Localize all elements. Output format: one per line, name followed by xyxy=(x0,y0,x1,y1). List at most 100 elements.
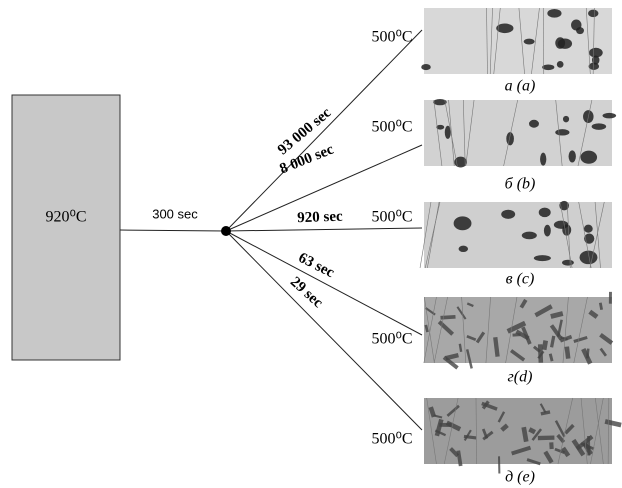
micrograph-caption: д (e) xyxy=(505,469,535,486)
bainite-lath xyxy=(554,420,566,438)
grain-boundary xyxy=(585,7,591,75)
micrograph xyxy=(419,200,612,269)
grain-boundary xyxy=(607,397,610,465)
grain-boundary xyxy=(578,201,592,269)
ferrite-grain xyxy=(602,112,617,119)
grain-boundary xyxy=(573,296,588,364)
austenitizing-temperature: 920⁰C xyxy=(45,209,86,226)
grain-boundary xyxy=(589,201,605,269)
hold-line xyxy=(119,229,227,232)
bainite-lath xyxy=(532,345,541,353)
ferrite-grain xyxy=(584,233,595,244)
bainite-lath xyxy=(554,447,565,454)
bainite-lath xyxy=(519,298,528,309)
ferrite-grain xyxy=(591,55,600,65)
bainite-lath xyxy=(608,291,612,304)
ferrite-grain xyxy=(580,150,598,164)
transformation-temperature: 500⁰C xyxy=(371,331,412,348)
ferrite-grain xyxy=(521,231,537,240)
ferrite-grain xyxy=(568,150,576,163)
bainite-lath xyxy=(465,349,473,369)
grain-boundary xyxy=(557,397,573,465)
bainite-lath xyxy=(463,434,477,440)
ferrite-grain xyxy=(496,23,514,34)
bainite-lath xyxy=(549,442,554,450)
bainite-lath xyxy=(599,332,614,345)
micrograph xyxy=(421,7,612,75)
ferrite-grain xyxy=(555,129,570,136)
bainite-lath xyxy=(543,450,554,464)
bainite-lath xyxy=(528,427,537,435)
grain-boundary xyxy=(486,7,488,75)
ferrite-grain xyxy=(588,9,599,18)
ferrite-grain xyxy=(540,152,547,166)
ferrite-grain xyxy=(562,259,574,266)
bainite-lath xyxy=(539,403,547,414)
cooling-line xyxy=(225,230,423,431)
bainite-lath xyxy=(550,311,564,319)
bainite-lath xyxy=(500,423,509,432)
bainite-lath xyxy=(466,335,477,342)
grain-boundary xyxy=(555,99,563,167)
micrograph-caption: а (a) xyxy=(505,78,536,95)
cooling-line xyxy=(225,227,423,232)
grain-boundary xyxy=(426,397,437,465)
bainite-lath xyxy=(573,335,588,343)
branch-point xyxy=(221,226,231,236)
micrograph xyxy=(424,98,617,168)
ferrite-grain xyxy=(588,62,600,70)
bainite-lath xyxy=(497,456,501,474)
bainite-lath xyxy=(564,423,575,435)
grain-boundary xyxy=(427,201,440,269)
bainite-lath xyxy=(439,422,452,427)
grain-boundary xyxy=(433,296,448,364)
hold-time: 300 sec xyxy=(152,206,198,221)
ferrite-grain xyxy=(421,64,431,71)
cooling-line xyxy=(225,144,423,232)
grain-boundary xyxy=(577,99,593,167)
ferrite-grain xyxy=(453,216,472,231)
bainite-lath xyxy=(580,442,595,451)
ferrite-grain xyxy=(553,220,569,229)
bainite-lath xyxy=(456,306,467,320)
grain-boundary xyxy=(592,7,595,75)
bainite-lath xyxy=(445,352,459,361)
ferrite-grain xyxy=(458,245,469,253)
micrograph-caption: г(d) xyxy=(508,369,533,386)
transformation-temperature: 500⁰C xyxy=(371,209,412,226)
bainite-lath xyxy=(510,349,526,362)
grain-boundary xyxy=(531,7,540,75)
bainite-lath xyxy=(481,401,498,411)
ferrite-grain xyxy=(444,125,451,139)
cooling-time: 29 sec xyxy=(287,274,326,311)
bainite-lath xyxy=(475,331,486,344)
ferrite-grain xyxy=(562,115,570,123)
ferrite-grain xyxy=(542,64,555,71)
bainite-lath xyxy=(531,428,543,441)
ferrite-grain xyxy=(547,9,562,18)
bainite-lath xyxy=(493,337,500,357)
ferrite-grain xyxy=(538,207,551,218)
bainite-lath xyxy=(599,347,608,357)
grain-boundary xyxy=(590,397,604,465)
bainite-lath xyxy=(537,344,544,363)
grain-boundary xyxy=(489,7,493,75)
bainite-lath xyxy=(564,346,571,359)
bainite-lath xyxy=(497,411,506,423)
grain-boundary xyxy=(595,397,604,465)
bainite-lath xyxy=(428,406,437,418)
grain-boundary xyxy=(518,7,525,75)
bainite-lath xyxy=(534,304,553,318)
grain-boundary xyxy=(559,201,573,269)
micrograph xyxy=(424,397,622,474)
grain-boundary xyxy=(503,99,518,167)
bainite-lath xyxy=(449,447,460,458)
bainite-lath xyxy=(466,302,474,308)
cooling-time: 920 sec xyxy=(297,209,343,227)
ferrite-grain xyxy=(543,224,551,237)
grain-boundary xyxy=(475,397,477,465)
ferrite-grain xyxy=(589,47,603,58)
ferrite-grain xyxy=(557,38,573,49)
